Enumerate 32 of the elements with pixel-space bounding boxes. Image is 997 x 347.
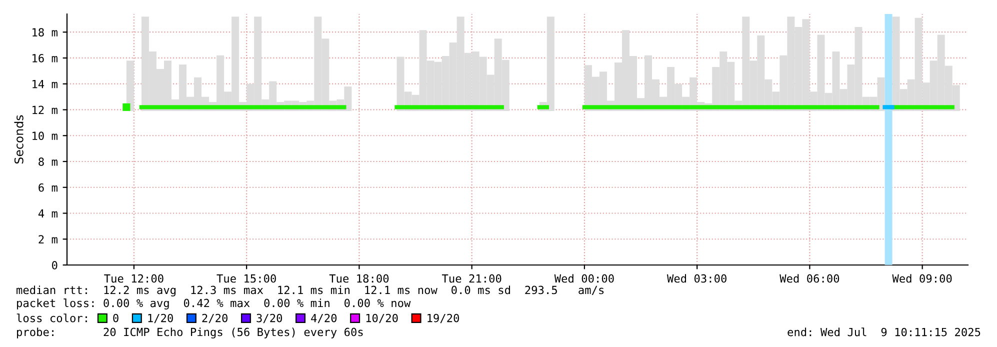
legend-label: 3/20 — [256, 314, 282, 324]
x-tick-label: Wed 00:00 — [554, 274, 614, 283]
text: median rtt: 12.2 ms avg 12.3 ms max 12.1 ms min 12.1 ms now 0.0 ms sd 293.5 am/s — [16, 286, 604, 296]
y-tick-label: 14 m — [32, 80, 58, 88]
legend-title: loss color: — [16, 314, 87, 322]
legend-label: 4/20 — [311, 314, 337, 324]
legend-label: 19/20 — [428, 314, 459, 324]
text: packet loss: 0.00 % avg 0.42 % max 0.00 % min 0.00 % now — [17, 298, 411, 310]
legend-label: 0 — [113, 314, 118, 322]
bar — [126, 60, 134, 112]
legend-label: 10/20 — [366, 314, 398, 324]
x-tick-label: Tue 18:00 — [329, 274, 389, 283]
y-tick-label: 4 m — [38, 209, 58, 218]
x-tick-label: Tue 15:00 — [216, 274, 276, 283]
x-tick-label: Wed 06:00 — [780, 274, 840, 283]
y-tick-label: 10 m — [32, 132, 58, 140]
legend-label: 2/20 — [202, 314, 228, 324]
x-tick-label: Wed 09:00 — [892, 274, 952, 283]
y-tick-label: 6 m — [38, 183, 58, 192]
y-axis-title: Seconds — [14, 115, 24, 164]
text: probe: 20 ICMP Echo Pings (56 Bytes) every 60s — [17, 328, 363, 338]
x-tick-label: Tue 21:00 — [442, 274, 502, 283]
y-tick-label: 2 m — [38, 235, 58, 244]
y-tick-label: 8 m — [38, 158, 58, 166]
y-tick-label: 0 — [52, 261, 58, 270]
y-tick-label: 12 m — [32, 106, 58, 114]
x-tick-label: Tue 12:00 — [104, 274, 164, 283]
y-tick-label: 16 m — [32, 54, 58, 62]
text: end: Wed Jul 9 10:11:15 2025 — [788, 328, 980, 336]
x-tick-label: Wed 03:00 — [666, 274, 726, 283]
y-tick-label: 18 m — [32, 28, 58, 37]
legend-label: 1/20 — [148, 314, 173, 324]
